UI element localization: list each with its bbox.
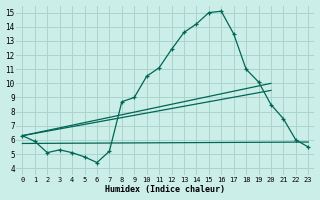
X-axis label: Humidex (Indice chaleur): Humidex (Indice chaleur) [105, 185, 225, 194]
